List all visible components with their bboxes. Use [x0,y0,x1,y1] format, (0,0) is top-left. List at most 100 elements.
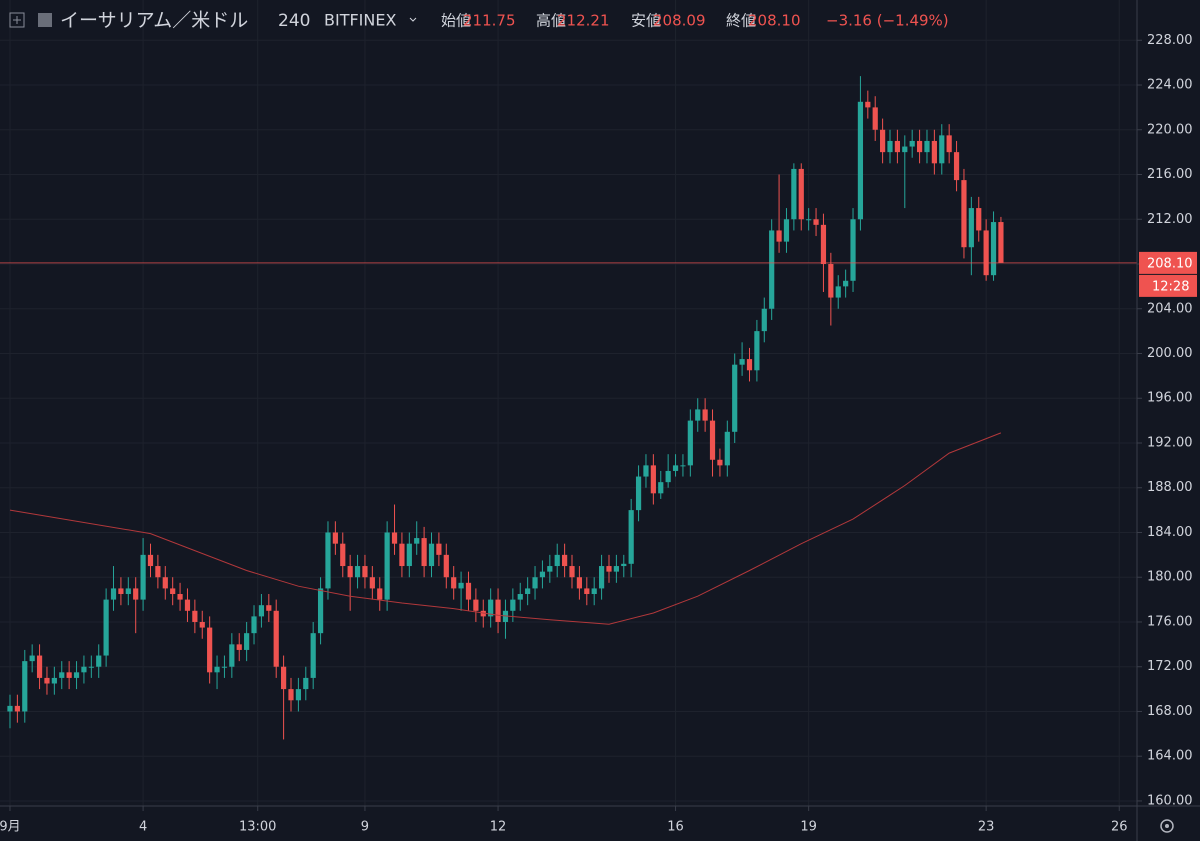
x-tick-label: 26 [1111,820,1128,835]
candle-body [672,465,679,471]
candle-body [406,543,412,567]
x-tick-label: 9月 [0,820,21,835]
candle-body [702,409,708,421]
x-tick-label: 19 [800,820,817,835]
candle-body [532,577,538,589]
candle-body [369,577,375,589]
change: −3.16 (−1.49%) [826,12,949,30]
candle-body [946,135,952,153]
open-label: 始値 [441,12,471,30]
candle-body [894,140,900,153]
candle-body [488,599,494,617]
expand-icon[interactable] [9,12,25,28]
candle-body [953,152,960,181]
y-tick-label: 172.00 [1147,659,1193,674]
candle-body [968,208,974,248]
candle-body [170,588,176,595]
candle-body [695,409,701,421]
candle-body [732,364,738,432]
candle-body [857,101,864,220]
candle-body [495,599,501,622]
y-tick-label: 224.00 [1147,78,1193,93]
candle-body [983,230,989,276]
candle-body [22,661,28,712]
candle-body [576,577,583,589]
candle-body [717,459,723,466]
candle-body [391,532,398,544]
candle-body [443,554,449,578]
candle-body [44,677,50,684]
candle-body [125,588,131,595]
candle-body [317,588,324,634]
candle-body [192,610,198,622]
gear[interactable] [1160,819,1174,833]
y-tick-label: 184.00 [1147,525,1193,540]
moving-average [9,432,1002,625]
gear-center [1165,824,1169,828]
exchange[interactable]: BITFINEX [324,11,396,30]
candle-body [184,599,191,611]
candle-body [66,672,72,678]
candle-body [295,689,301,701]
y-tick-label: 164.00 [1147,749,1193,764]
candle-body [229,644,235,667]
price-tag-label: 208.10 [1147,256,1193,271]
candle-body [591,588,597,595]
collapse-icon[interactable] [38,13,52,27]
candle-body [199,621,205,628]
candle-body [362,566,368,578]
candle-body [140,554,146,600]
candle-body [288,689,294,701]
candle-body [598,566,605,589]
candle-body [51,677,57,684]
low-value: 208.09 [653,12,706,30]
expand-icon-plus [13,16,21,24]
candle-body [880,129,886,153]
x-tick-label: 23 [978,820,995,835]
candle-body [754,331,760,371]
candle-body [554,554,560,567]
candle-body [36,655,43,678]
grid [0,0,1137,806]
candle-body [687,420,693,466]
candle-body [939,135,945,164]
candle-body [88,666,94,668]
candle-body [251,616,257,634]
candle-body [761,308,767,332]
candle-body [465,582,472,600]
candle-body [828,264,834,298]
candle-body [436,543,442,555]
candle-body [103,599,109,656]
candle-body [347,566,353,578]
candle-body [510,599,516,611]
candle-body [221,666,228,668]
candle-body [746,359,753,371]
candle-body [791,168,797,220]
candle-body [613,566,619,572]
candle-body [517,594,523,600]
candle-body [547,566,553,572]
interval[interactable]: 240 [278,11,310,31]
y-tick-label: 212.00 [1147,212,1193,227]
candle-body [909,140,915,147]
close-value: 208.10 [748,12,801,30]
candle-body [665,470,671,483]
x-tick-label: 16 [667,820,684,835]
candle-body [643,465,649,477]
x-tick-label: 4 [139,820,147,835]
candle-body [658,482,664,494]
candle-body [214,666,220,673]
candle-body [155,566,161,578]
candle-body [177,594,183,600]
header: イーサリアム／米ドル 240 BITFINEX 始値 211.75 高値 212… [9,10,949,32]
candle-body [332,532,338,544]
candle-body [539,571,546,578]
candle-body [414,538,420,544]
candle-body [739,359,745,365]
candle-body [525,588,531,595]
settings-icon[interactable] [1160,819,1174,833]
high-value: 212.21 [557,12,610,30]
candle-body [473,599,479,611]
symbol[interactable]: イーサリアム／米ドル [60,10,248,32]
